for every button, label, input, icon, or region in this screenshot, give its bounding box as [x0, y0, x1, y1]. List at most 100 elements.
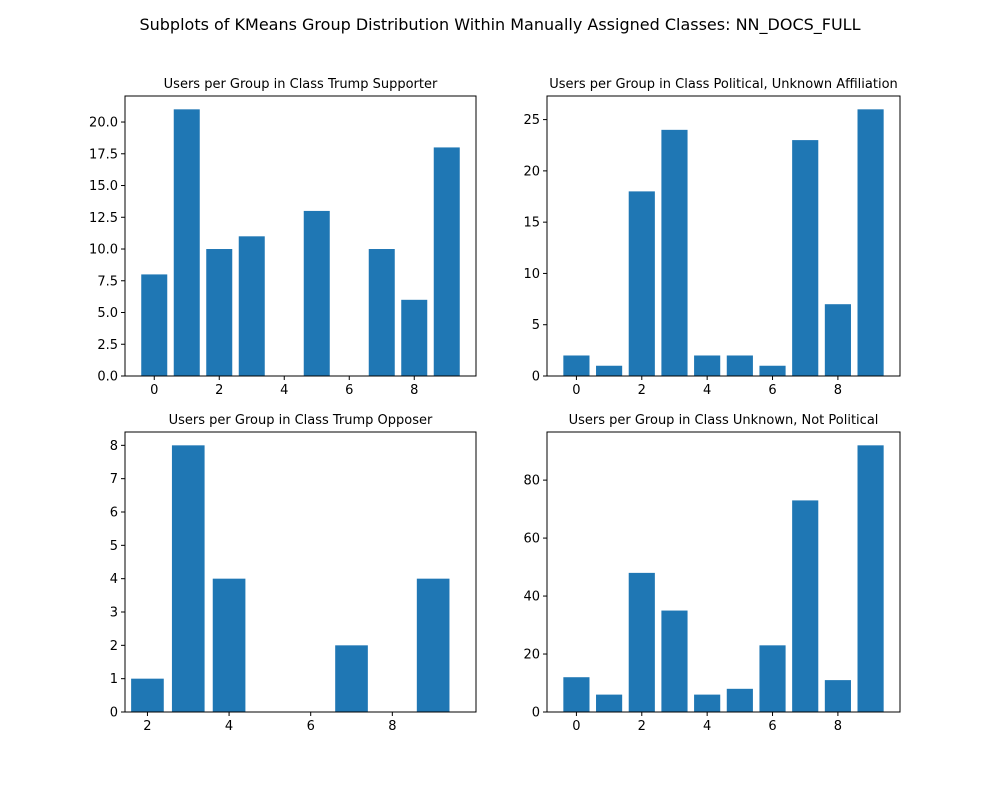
x-axis: 0 2 4 6 8	[150, 376, 418, 398]
y-tick-label: 17.5	[89, 147, 118, 162]
bar	[173, 109, 200, 376]
bar-series	[563, 109, 884, 376]
bar	[563, 355, 590, 376]
y-tick-label: 2	[110, 639, 118, 654]
bar	[416, 578, 450, 712]
y-tick-label: 40	[523, 590, 540, 605]
x-tick-label: 0	[572, 383, 580, 398]
plot-frame	[124, 431, 477, 713]
y-tick-label: 2.5	[97, 338, 118, 353]
y-tick-label: 15.0	[89, 179, 118, 194]
bar	[171, 445, 205, 712]
bar	[824, 304, 851, 376]
y-tick-label: 15	[523, 216, 540, 231]
y-tick-label: 12.5	[89, 211, 118, 226]
bar	[628, 572, 655, 712]
bar	[759, 645, 786, 712]
x-tick-label: 0	[150, 383, 158, 398]
x-tick-label: 6	[345, 383, 353, 398]
bar	[661, 129, 688, 376]
y-tick-label: 8	[110, 439, 118, 454]
y-axis: 0.0 2.5 5.0 7.5 10.0 12.5 15.0 17.5 20.0	[89, 116, 125, 385]
plot-frame	[124, 95, 477, 377]
bar	[303, 210, 330, 376]
bar-series	[131, 445, 450, 712]
y-tick-label: 60	[523, 532, 540, 547]
y-axis: 0 5 10 15 20 25	[523, 113, 547, 385]
subplot-trump-opposer: Users per Group in Class Trump Opposer 2…	[110, 413, 477, 734]
x-tick-label: 8	[834, 383, 842, 398]
y-tick-label: 4	[110, 572, 118, 587]
y-axis: 0 20 40 60 80	[523, 474, 547, 721]
y-tick-label: 10	[523, 267, 540, 282]
x-axis: 2 4 6 8	[143, 712, 396, 734]
bar	[792, 500, 819, 712]
bar	[206, 249, 233, 376]
bar	[368, 249, 395, 376]
x-tick-label: 8	[410, 383, 418, 398]
bar	[857, 109, 884, 376]
bar	[726, 355, 753, 376]
bar	[824, 680, 851, 712]
subplot-title: Users per Group in Class Unknown, Not Po…	[569, 413, 879, 428]
x-tick-label: 2	[215, 383, 223, 398]
subplot-title: Users per Group in Class Trump Opposer	[169, 413, 433, 428]
x-tick-label: 4	[280, 383, 288, 398]
bar	[596, 365, 623, 376]
x-tick-label: 8	[834, 719, 842, 734]
y-tick-label: 7.5	[97, 274, 118, 289]
bar	[212, 578, 246, 712]
y-tick-label: 10.0	[89, 243, 118, 258]
bar	[694, 694, 721, 712]
bar	[792, 140, 819, 376]
bar	[661, 610, 688, 712]
y-axis: 0 1 2 3 4 5 6 7 8	[110, 439, 125, 721]
plot-frame	[546, 431, 901, 713]
x-tick-label: 4	[703, 719, 711, 734]
y-tick-label: 3	[110, 606, 118, 621]
x-tick-label: 4	[703, 383, 711, 398]
y-tick-label: 5.0	[97, 306, 118, 321]
bar	[238, 236, 265, 376]
bar	[726, 688, 753, 712]
bar	[563, 677, 590, 712]
bar	[759, 365, 786, 376]
y-tick-label: 0	[532, 706, 540, 721]
y-tick-label: 20	[523, 648, 540, 663]
bar-series	[141, 109, 460, 376]
y-tick-label: 5	[532, 318, 540, 333]
y-tick-label: 80	[523, 474, 540, 489]
y-tick-label: 6	[110, 506, 118, 521]
x-tick-label: 2	[638, 383, 646, 398]
bar	[401, 299, 428, 376]
subplot-unknown-not-political: Users per Group in Class Unknown, Not Po…	[523, 413, 901, 734]
y-tick-label: 1	[110, 672, 118, 687]
x-tick-label: 6	[307, 719, 315, 734]
x-tick-label: 2	[143, 719, 151, 734]
y-tick-label: 0	[110, 706, 118, 721]
subplot-political-unknown-affiliation: Users per Group in Class Political, Unkn…	[523, 77, 901, 398]
bar	[694, 355, 721, 376]
y-tick-label: 25	[523, 113, 540, 128]
bar-series	[563, 445, 884, 712]
bar	[433, 147, 460, 376]
x-tick-label: 6	[768, 719, 776, 734]
y-tick-label: 0.0	[97, 370, 118, 385]
y-tick-label: 7	[110, 472, 118, 487]
y-tick-label: 20	[523, 164, 540, 179]
y-tick-label: 20.0	[89, 116, 118, 131]
x-tick-label: 4	[225, 719, 233, 734]
x-axis: 0 2 4 6 8	[572, 376, 842, 398]
bar	[596, 694, 623, 712]
bar	[628, 191, 655, 376]
bar	[335, 645, 368, 712]
bar	[131, 678, 164, 712]
bar	[141, 274, 168, 376]
figure-title: Subplots of KMeans Group Distribution Wi…	[139, 15, 860, 35]
subplot-title: Users per Group in Class Trump Supporter	[164, 77, 438, 92]
subplot-title: Users per Group in Class Political, Unkn…	[549, 77, 898, 92]
x-tick-label: 8	[388, 719, 396, 734]
x-axis: 0 2 4 6 8	[572, 712, 842, 734]
